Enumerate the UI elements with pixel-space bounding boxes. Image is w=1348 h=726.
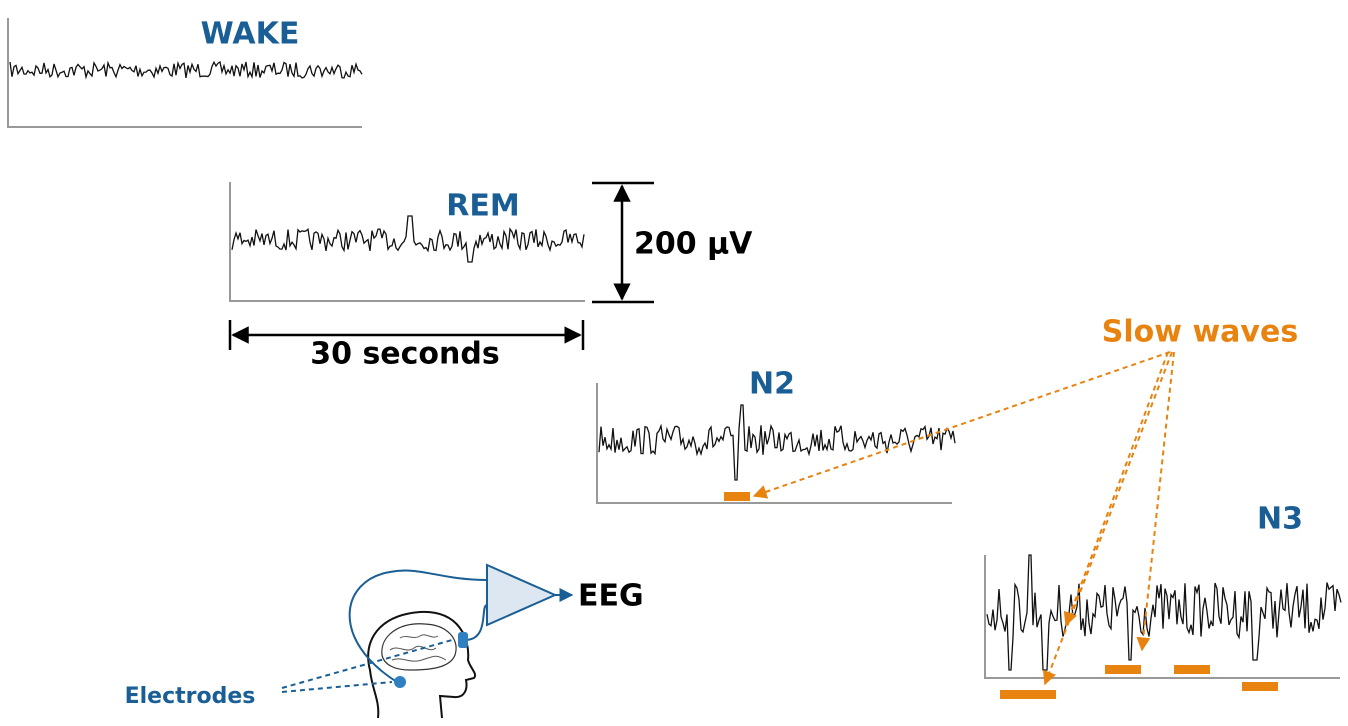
amplifier — [486, 563, 558, 627]
slow-wave-bars — [724, 492, 1278, 699]
stage-label: WAKE — [201, 17, 300, 52]
slow-wave-pointers — [752, 351, 1175, 686]
eeg-trace — [9, 60, 363, 80]
eeg-trace — [598, 404, 956, 481]
traces — [9, 60, 1342, 671]
annotation: Slow waves — [1102, 315, 1298, 350]
electrode-pointers — [281, 639, 453, 693]
wires — [348, 569, 574, 683]
wake-axes — [7, 18, 362, 128]
duration-label: 30 seconds — [310, 337, 499, 372]
eeg-trace — [231, 215, 585, 263]
n2-axes — [596, 383, 952, 504]
amplitude-label: 200 µV — [634, 227, 753, 262]
stage-label: N3 — [1257, 502, 1303, 537]
electrodes-label: Electrodes — [125, 684, 256, 709]
scale-bars — [228, 181, 654, 350]
output-label: EEG — [578, 579, 644, 614]
stage-label: N2 — [749, 367, 795, 402]
head-illustration — [367, 610, 477, 719]
stage-label: REM — [446, 189, 519, 224]
eeg-trace — [986, 554, 1342, 671]
rem-axes — [229, 182, 585, 302]
electrode — [394, 676, 406, 688]
electrode — [458, 632, 468, 648]
n3-axes — [984, 555, 1340, 679]
